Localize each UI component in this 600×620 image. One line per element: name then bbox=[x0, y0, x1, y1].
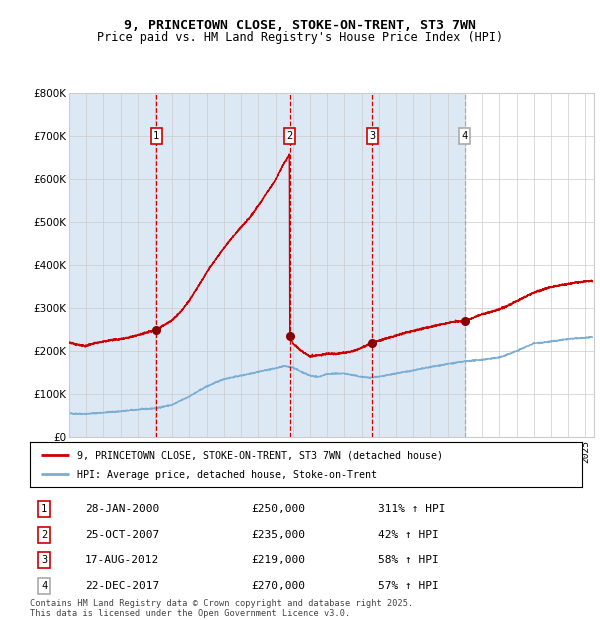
Text: 28-JAN-2000: 28-JAN-2000 bbox=[85, 504, 160, 515]
Text: 25-OCT-2007: 25-OCT-2007 bbox=[85, 530, 160, 541]
Text: 1: 1 bbox=[41, 504, 47, 515]
Text: 1: 1 bbox=[153, 131, 160, 141]
Text: 4: 4 bbox=[461, 131, 467, 141]
Text: £270,000: £270,000 bbox=[251, 582, 305, 591]
Bar bbox=[156, 93, 290, 437]
Bar bbox=[290, 93, 373, 437]
Text: 22-DEC-2017: 22-DEC-2017 bbox=[85, 582, 160, 591]
Text: 9, PRINCETOWN CLOSE, STOKE-ON-TRENT, ST3 7WN (detached house): 9, PRINCETOWN CLOSE, STOKE-ON-TRENT, ST3… bbox=[77, 451, 443, 461]
Text: 3: 3 bbox=[41, 556, 47, 565]
Text: 17-AUG-2012: 17-AUG-2012 bbox=[85, 556, 160, 565]
Text: £219,000: £219,000 bbox=[251, 556, 305, 565]
Text: 2: 2 bbox=[287, 131, 293, 141]
Text: Contains HM Land Registry data © Crown copyright and database right 2025.
This d: Contains HM Land Registry data © Crown c… bbox=[30, 599, 413, 618]
Text: 3: 3 bbox=[370, 131, 376, 141]
Text: Price paid vs. HM Land Registry's House Price Index (HPI): Price paid vs. HM Land Registry's House … bbox=[97, 31, 503, 44]
Text: HPI: Average price, detached house, Stoke-on-Trent: HPI: Average price, detached house, Stok… bbox=[77, 470, 377, 480]
Text: £250,000: £250,000 bbox=[251, 504, 305, 515]
Text: 57% ↑ HPI: 57% ↑ HPI bbox=[378, 582, 439, 591]
Text: 58% ↑ HPI: 58% ↑ HPI bbox=[378, 556, 439, 565]
Text: 311% ↑ HPI: 311% ↑ HPI bbox=[378, 504, 445, 515]
Text: £235,000: £235,000 bbox=[251, 530, 305, 541]
Bar bbox=[373, 93, 464, 437]
Bar bbox=[69, 93, 156, 437]
Text: 9, PRINCETOWN CLOSE, STOKE-ON-TRENT, ST3 7WN: 9, PRINCETOWN CLOSE, STOKE-ON-TRENT, ST3… bbox=[124, 19, 476, 32]
Text: 4: 4 bbox=[41, 582, 47, 591]
Text: 42% ↑ HPI: 42% ↑ HPI bbox=[378, 530, 439, 541]
Text: 2: 2 bbox=[41, 530, 47, 541]
